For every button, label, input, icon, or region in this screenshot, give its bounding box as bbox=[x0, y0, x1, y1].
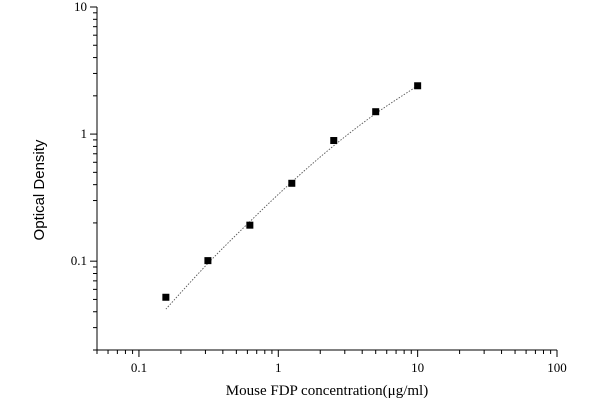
fit-curve bbox=[165, 85, 418, 310]
data-points bbox=[162, 82, 422, 301]
data-point bbox=[288, 179, 296, 187]
data-point bbox=[330, 137, 338, 145]
x-tick-label: 1 bbox=[275, 360, 282, 375]
x-axis-title: Mouse FDP concentration(μg/ml) bbox=[226, 383, 428, 399]
x-tick-label: 0.1 bbox=[131, 360, 147, 375]
x-ticks: 0.1 1 10 100 bbox=[96, 350, 567, 375]
y-ticks: 0.1 1 10 bbox=[71, 0, 97, 351]
data-point bbox=[372, 108, 380, 116]
data-point bbox=[414, 82, 422, 90]
y-axis-title: Optical Density bbox=[31, 139, 48, 240]
data-point bbox=[204, 257, 212, 265]
y-tick-label: 1 bbox=[81, 126, 88, 141]
y-tick-label: 0.1 bbox=[71, 253, 87, 268]
data-point bbox=[162, 293, 170, 301]
y-tick-label: 10 bbox=[74, 0, 87, 14]
axes bbox=[96, 7, 557, 351]
x-tick-label: 10 bbox=[411, 360, 424, 375]
data-point bbox=[246, 221, 254, 229]
x-tick-label: 100 bbox=[547, 360, 567, 375]
